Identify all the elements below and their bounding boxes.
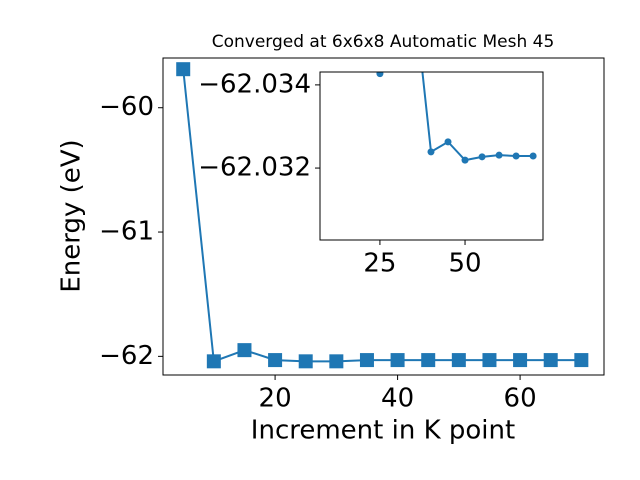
marker <box>329 354 344 369</box>
marker <box>543 353 558 368</box>
marker <box>427 148 435 156</box>
marker <box>376 72 384 78</box>
chart-title: Converged at 6x6x8 Automatic Mesh 45 <box>212 32 555 52</box>
x-tick-label: 20 <box>259 384 292 414</box>
y-tick-label: −61 <box>99 217 154 247</box>
marker <box>421 353 436 368</box>
y-tick-label: −62.032 <box>198 153 311 183</box>
x-tick-label: 25 <box>363 249 396 279</box>
y-tick-label: −62 <box>99 341 154 371</box>
marker <box>495 151 503 159</box>
marker <box>298 354 313 369</box>
marker <box>513 353 528 368</box>
marker <box>478 153 486 161</box>
marker <box>482 353 497 368</box>
marker <box>176 62 191 77</box>
y-tick-label: −60 <box>99 92 154 122</box>
marker <box>574 353 589 368</box>
axes-frame <box>162 57 605 376</box>
marker <box>390 353 405 368</box>
x-tick-label: 40 <box>381 384 414 414</box>
series-group <box>376 72 537 164</box>
marker <box>461 156 469 164</box>
marker <box>206 354 221 369</box>
axes-frame <box>319 71 544 241</box>
y-axis-label: Energy (eV) <box>57 139 87 292</box>
y-tick-label: −62.034 <box>198 69 311 99</box>
marker <box>359 353 374 368</box>
marker <box>237 343 252 358</box>
x-tick-label: 50 <box>448 249 481 279</box>
marker <box>451 353 466 368</box>
marker <box>529 152 537 160</box>
marker <box>512 152 520 160</box>
x-tick-label: 60 <box>504 384 537 414</box>
series-group <box>176 62 589 369</box>
x-axis-label: Increment in K point <box>251 416 515 446</box>
marker <box>444 138 452 146</box>
marker <box>268 353 283 368</box>
